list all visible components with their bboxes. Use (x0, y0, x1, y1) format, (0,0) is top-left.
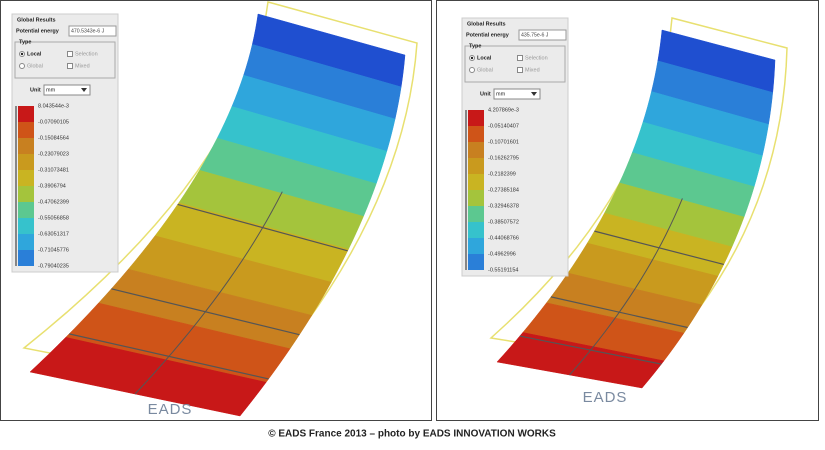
results-legend: Global Results Potential energy 435.75e-6 … (461, 17, 569, 277)
stiffener-line (134, 191, 283, 395)
radio-dot (20, 52, 24, 56)
result-band (496, 332, 665, 389)
field-value: 435.75e-6 J (521, 32, 549, 38)
logo: EADS (583, 389, 628, 406)
field-label: Potential energy (466, 32, 510, 38)
color-scale-band (18, 202, 34, 218)
group-title: Global Results (467, 21, 506, 27)
radio-button[interactable] (19, 63, 25, 69)
checkbox[interactable] (517, 55, 523, 61)
scale-label: -0.55191154 (488, 267, 518, 273)
dropdown-arrow (531, 92, 537, 96)
scale-label: -0.3906794 (38, 183, 66, 189)
unit-value: mm (496, 91, 506, 97)
scale-label: -0.23079023 (38, 151, 69, 157)
color-scale-band (468, 158, 484, 174)
scale-label: -0.32946378 (488, 203, 519, 209)
unit-value: mm (46, 87, 56, 93)
scale-label: -0.44068766 (488, 235, 519, 241)
field-box (518, 29, 567, 41)
color-scale-band (18, 154, 34, 170)
unit-select[interactable] (43, 84, 91, 96)
group-box (464, 45, 566, 83)
color-scale-band (18, 186, 34, 202)
option-label: Local (27, 51, 42, 57)
scale-label: -0.63051317 (38, 231, 69, 237)
results-legend: Global Results Potential energy 470.5343e-… (11, 13, 119, 273)
scale-label: -0.71045776 (38, 247, 69, 253)
option-label: Global (27, 63, 43, 69)
scale-label: -0.16262795 (488, 155, 519, 161)
group-title: Type (469, 43, 481, 49)
unit-select[interactable] (493, 88, 541, 100)
color-scale-band (468, 254, 484, 270)
color-scale-band (18, 138, 34, 154)
scale-label: -0.07090105 (38, 119, 69, 125)
logo: EADS (148, 401, 193, 418)
scale-label: -0.4962996 (488, 251, 516, 257)
scale-label: -0.15084564 (38, 135, 69, 141)
color-scale-band (468, 206, 484, 222)
caption: © EADS France 2013 – photo by EADS INNOV… (268, 429, 556, 440)
color-scale-band (468, 222, 484, 238)
scale-label: -0.55056858 (38, 215, 69, 221)
scale-label: -0.38507572 (488, 219, 519, 225)
field-label: Unit (480, 91, 491, 97)
color-scale-band (18, 250, 34, 266)
color-scale-band (468, 110, 484, 126)
result-band (29, 337, 267, 417)
scale-label: 8.043544e-3 (38, 103, 69, 109)
field-value: 470.5343e-6 J (71, 28, 105, 34)
color-scale-band (18, 218, 34, 234)
field-label: Unit (30, 87, 41, 93)
option-label: Selection (75, 51, 98, 57)
scale-label: -0.10701601 (488, 139, 519, 145)
color-scale-band (468, 190, 484, 206)
dropdown-arrow (81, 88, 87, 92)
scale-label: -0.2182399 (488, 171, 516, 177)
panel: EADS Global Results Potential energy 470.53… (11, 1, 418, 418)
scale-label: -0.47062399 (38, 199, 69, 205)
scale-label: -0.79040235 (38, 263, 69, 269)
option-label: Local (477, 55, 492, 61)
group-title: Type (19, 39, 31, 45)
color-scale-band (468, 126, 484, 142)
radio-dot (470, 56, 474, 60)
scale-label: -0.27385184 (488, 187, 519, 193)
stiffener-line (569, 198, 683, 376)
scale-label: -0.05140407 (488, 123, 519, 129)
option-label: Selection (525, 55, 548, 61)
color-scale-band (18, 170, 34, 186)
scale-label: 4.207869e-3 (488, 107, 519, 113)
checkbox[interactable] (67, 51, 73, 57)
color-scale-band (18, 106, 34, 122)
color-scale-band (468, 238, 484, 254)
color-scale-band (18, 234, 34, 250)
color-scale-band (468, 142, 484, 158)
group-title: Global Results (17, 17, 56, 23)
checkbox[interactable] (517, 67, 523, 73)
option-label: Mixed (525, 67, 540, 73)
option-label: Global (477, 67, 493, 73)
color-scale-band (468, 174, 484, 190)
panel: EADS Global Results Potential energy 435.75… (461, 17, 788, 406)
field-box (68, 25, 117, 37)
field-label: Potential energy (16, 28, 60, 34)
radio-button[interactable] (469, 67, 475, 73)
color-scale-band (18, 122, 34, 138)
checkbox[interactable] (67, 63, 73, 69)
scale-label: -0.31073481 (38, 167, 69, 173)
option-label: Mixed (75, 63, 90, 69)
group-box (14, 41, 116, 79)
